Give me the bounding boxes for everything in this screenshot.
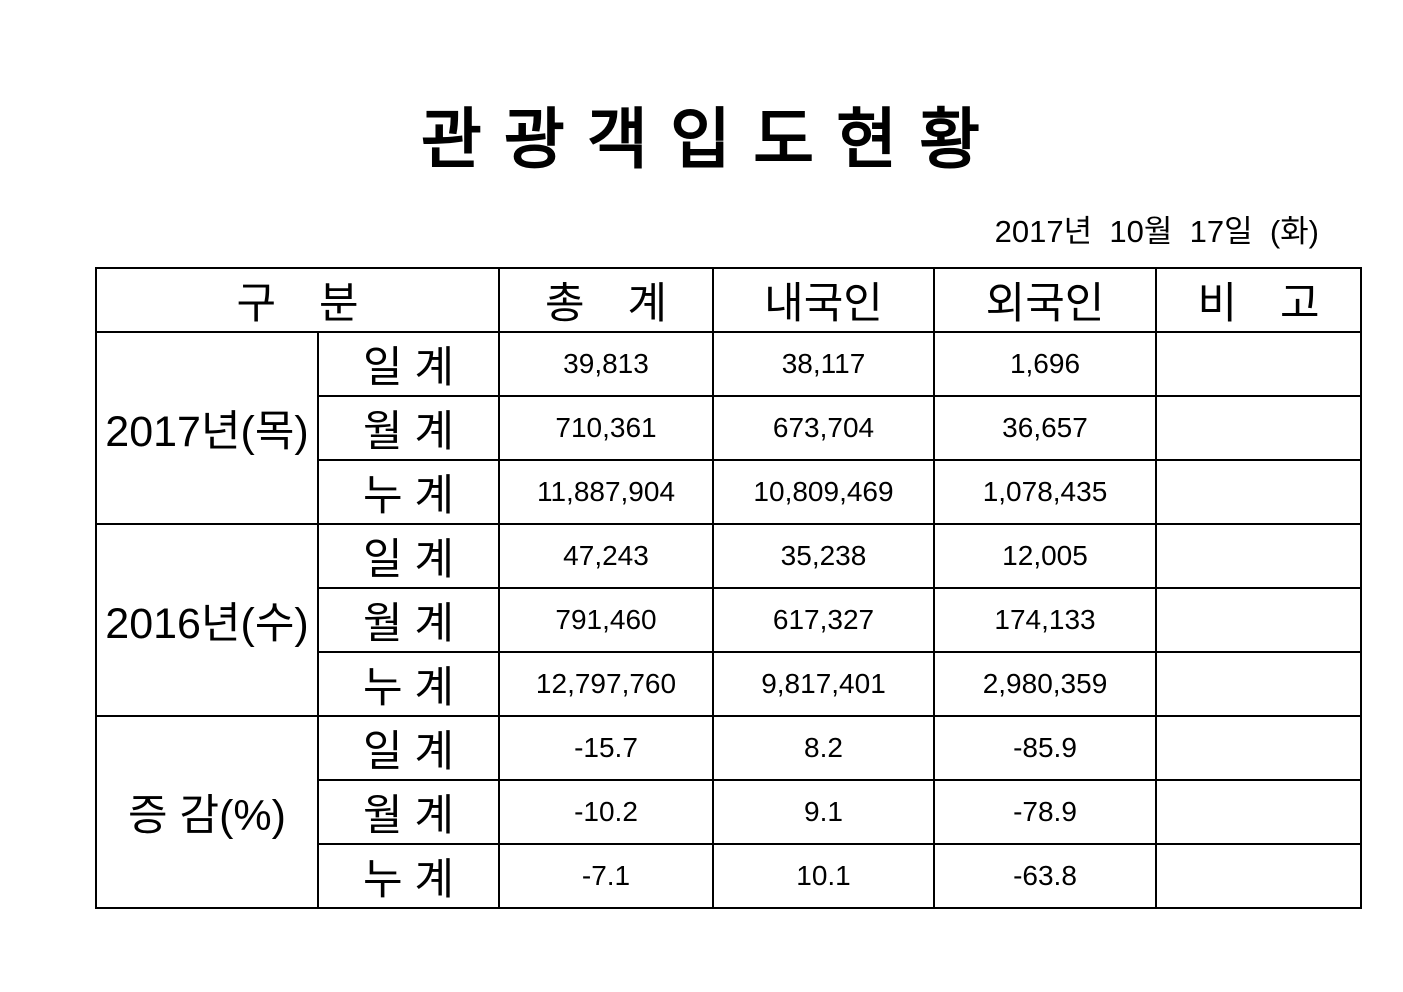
cell-note: [1155, 395, 1362, 461]
cell-note: [1155, 523, 1362, 589]
cell-domestic: 617,327: [712, 587, 935, 653]
cell-total: 11,887,904: [498, 459, 714, 525]
row-label: 누 계: [317, 651, 500, 717]
cell-total: -10.2: [498, 779, 714, 845]
cell-foreign: 12,005: [933, 523, 1157, 589]
cell-total: 47,243: [498, 523, 714, 589]
cell-domestic: 35,238: [712, 523, 935, 589]
row-label: 월 계: [317, 587, 500, 653]
cell-note: [1155, 843, 1362, 909]
cell-domestic: 9,817,401: [712, 651, 935, 717]
cell-note: [1155, 331, 1362, 397]
row-label: 월 계: [317, 779, 500, 845]
cell-domestic: 8.2: [712, 715, 935, 781]
cell-foreign: 174,133: [933, 587, 1157, 653]
cell-domestic: 673,704: [712, 395, 935, 461]
row-label: 일 계: [317, 715, 500, 781]
table-row: 누 계 11,887,904 10,809,469 1,078,435: [96, 459, 1362, 525]
row-label: 일 계: [317, 523, 500, 589]
cell-total: -7.1: [498, 843, 714, 909]
tourist-arrival-table: 구 분 총 계 내국인 외국인 비 고 2017년(목) 일 계 39,813 …: [95, 267, 1362, 909]
group-label-2017: 2017년(목): [95, 331, 319, 525]
cell-total: 39,813: [498, 331, 714, 397]
header-category: 구 분: [95, 267, 500, 333]
cell-total: 12,797,760: [498, 651, 714, 717]
header-total: 총 계: [498, 267, 714, 333]
cell-note: [1155, 459, 1362, 525]
row-label: 일 계: [317, 331, 500, 397]
cell-foreign: 36,657: [933, 395, 1157, 461]
header-foreign: 외국인: [933, 267, 1157, 333]
cell-total: 791,460: [498, 587, 714, 653]
row-label: 누 계: [317, 459, 500, 525]
report-date: 2017년 10월 17일 (화): [994, 214, 1319, 249]
table-header-row: 구 분 총 계 내국인 외국인 비 고: [95, 267, 1362, 333]
cell-domestic: 10.1: [712, 843, 935, 909]
cell-foreign: -85.9: [933, 715, 1157, 781]
group-label-2016: 2016년(수): [95, 523, 319, 717]
cell-foreign: 2,980,359: [933, 651, 1157, 717]
table-row: 월 계 791,460 617,327 174,133: [96, 587, 1362, 653]
header-domestic: 내국인: [712, 267, 935, 333]
cell-note: [1155, 715, 1362, 781]
cell-foreign: 1,078,435: [933, 459, 1157, 525]
cell-total: -15.7: [498, 715, 714, 781]
table-row: 2017년(목) 일 계 39,813 38,117 1,696: [95, 331, 1362, 525]
cell-total: 710,361: [498, 395, 714, 461]
cell-domestic: 38,117: [712, 331, 935, 397]
page-title: 관 광 객 입 도 현 황: [420, 102, 983, 176]
table-row: 월 계 710,361 673,704 36,657: [96, 395, 1362, 461]
cell-domestic: 10,809,469: [712, 459, 935, 525]
cell-note: [1155, 651, 1362, 717]
table-row: 2016년(수) 일 계 47,243 35,238 12,005: [95, 523, 1362, 717]
cell-domestic: 9.1: [712, 779, 935, 845]
cell-foreign: 1,696: [933, 331, 1157, 397]
table-row: 누 계 -7.1 10.1 -63.8: [96, 843, 1362, 909]
cell-foreign: -78.9: [933, 779, 1157, 845]
row-label: 누 계: [317, 843, 500, 909]
cell-note: [1155, 779, 1362, 845]
cell-foreign: -63.8: [933, 843, 1157, 909]
cell-note: [1155, 587, 1362, 653]
header-note: 비 고: [1155, 267, 1362, 333]
table-row: 월 계 -10.2 9.1 -78.9: [96, 779, 1362, 845]
table-row: 증 감(%) 일 계 -15.7 8.2 -85.9: [95, 715, 1362, 909]
row-label: 월 계: [317, 395, 500, 461]
table-row: 누 계 12,797,760 9,817,401 2,980,359: [96, 651, 1362, 717]
group-label-change: 증 감(%): [95, 715, 319, 909]
